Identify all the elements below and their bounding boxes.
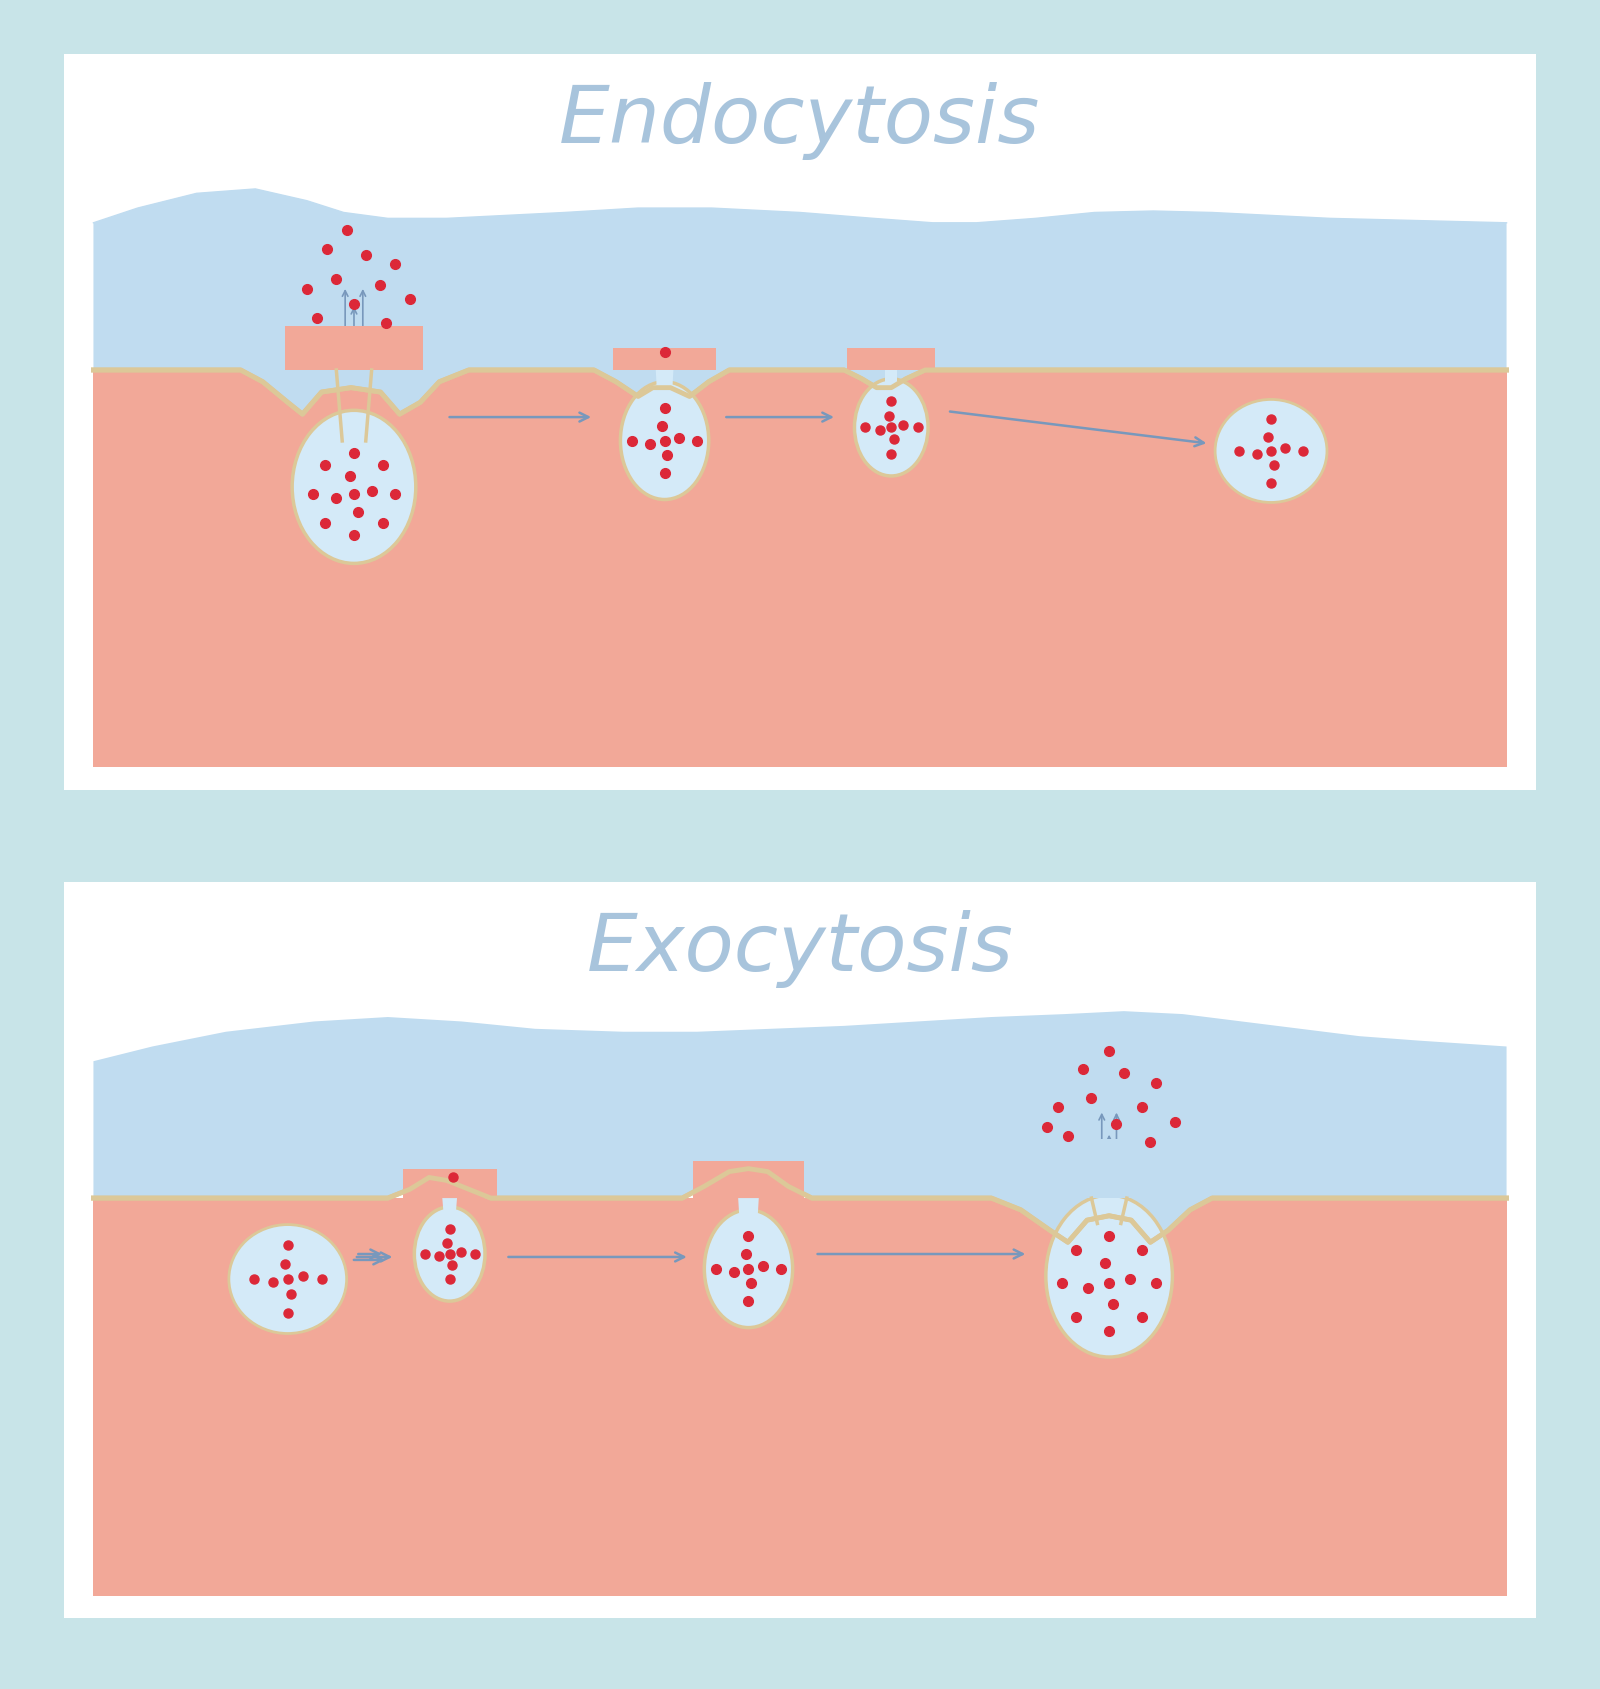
Polygon shape: [846, 348, 936, 372]
Polygon shape: [738, 1199, 758, 1223]
Polygon shape: [285, 326, 422, 372]
Text: Exocytosis: Exocytosis: [587, 909, 1013, 988]
Ellipse shape: [414, 1208, 485, 1301]
Text: Endocytosis: Endocytosis: [560, 81, 1040, 160]
Ellipse shape: [1046, 1196, 1173, 1358]
Polygon shape: [442, 1199, 458, 1216]
FancyBboxPatch shape: [64, 54, 1536, 790]
Polygon shape: [403, 1169, 496, 1199]
Polygon shape: [93, 372, 1507, 768]
Polygon shape: [1030, 1140, 1187, 1199]
Ellipse shape: [229, 1225, 347, 1334]
Polygon shape: [693, 1162, 805, 1199]
Ellipse shape: [704, 1209, 792, 1328]
Ellipse shape: [293, 410, 416, 564]
Polygon shape: [613, 348, 717, 372]
Ellipse shape: [621, 382, 709, 500]
Polygon shape: [656, 372, 674, 397]
Polygon shape: [93, 189, 1507, 415]
Polygon shape: [93, 1012, 1507, 1243]
Polygon shape: [93, 1199, 1507, 1596]
Polygon shape: [885, 372, 898, 388]
Ellipse shape: [854, 380, 928, 476]
FancyBboxPatch shape: [64, 882, 1536, 1618]
Ellipse shape: [1214, 400, 1326, 503]
